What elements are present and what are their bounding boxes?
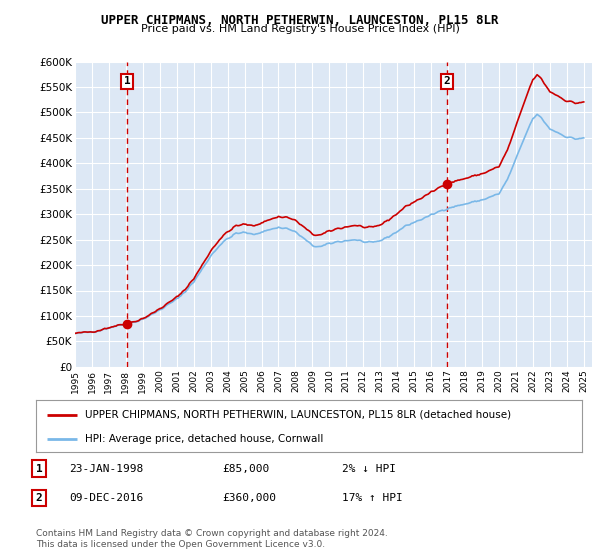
Text: 23-JAN-1998: 23-JAN-1998 (69, 464, 143, 474)
Text: 17% ↑ HPI: 17% ↑ HPI (342, 493, 403, 503)
Text: 1: 1 (124, 76, 130, 86)
Text: £360,000: £360,000 (222, 493, 276, 503)
Text: 1: 1 (35, 464, 43, 474)
Text: UPPER CHIPMANS, NORTH PETHERWIN, LAUNCESTON, PL15 8LR: UPPER CHIPMANS, NORTH PETHERWIN, LAUNCES… (101, 14, 499, 27)
Text: 09-DEC-2016: 09-DEC-2016 (69, 493, 143, 503)
Text: 2: 2 (35, 493, 43, 503)
Text: HPI: Average price, detached house, Cornwall: HPI: Average price, detached house, Corn… (85, 434, 323, 444)
Text: £85,000: £85,000 (222, 464, 269, 474)
Text: 2% ↓ HPI: 2% ↓ HPI (342, 464, 396, 474)
Text: Price paid vs. HM Land Registry's House Price Index (HPI): Price paid vs. HM Land Registry's House … (140, 24, 460, 34)
Text: UPPER CHIPMANS, NORTH PETHERWIN, LAUNCESTON, PL15 8LR (detached house): UPPER CHIPMANS, NORTH PETHERWIN, LAUNCES… (85, 410, 511, 420)
Text: 2: 2 (443, 76, 450, 86)
Text: Contains HM Land Registry data © Crown copyright and database right 2024.
This d: Contains HM Land Registry data © Crown c… (36, 529, 388, 549)
